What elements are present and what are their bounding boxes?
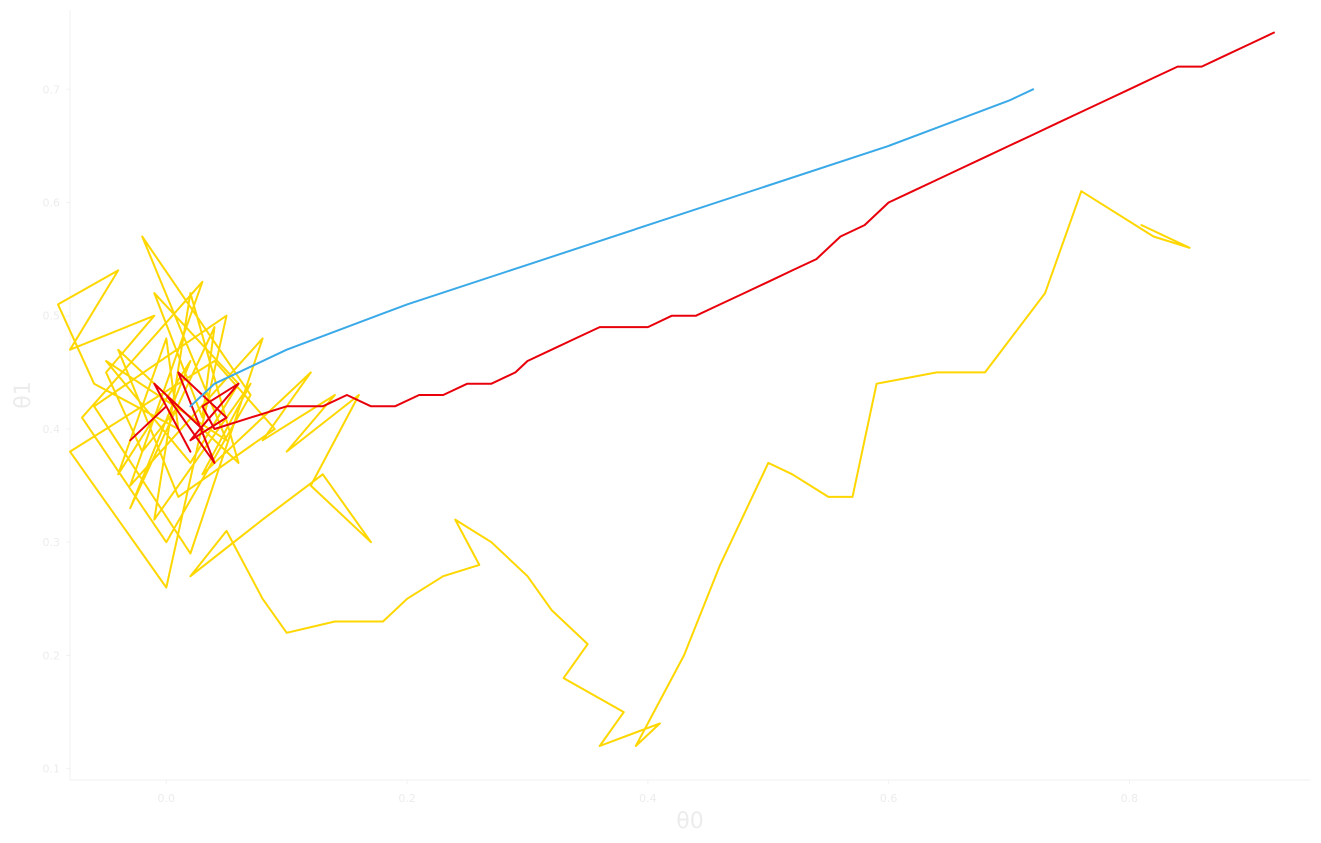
x-tick-label: 0.6 — [880, 792, 898, 805]
y-tick-label: 0.4 — [43, 423, 61, 436]
y-tick-label: 0.5 — [43, 310, 61, 323]
x-tick-label: 0.0 — [158, 792, 176, 805]
series-line-0 — [57, 190, 1191, 747]
x-axis-ticks: 0.0 0.2 0.4 0.6 0.8 — [158, 780, 1139, 805]
y-tick-label: 0.3 — [43, 536, 61, 549]
y-tick-label: 0.1 — [43, 763, 61, 776]
x-tick-label: 0.8 — [1121, 792, 1139, 805]
series-line-2 — [189, 88, 1035, 408]
y-tick-label: 0.7 — [43, 83, 61, 96]
y-tick-label: 0.6 — [43, 197, 61, 210]
y-axis-title: θ1 — [11, 381, 36, 408]
x-axis-title: θ0 — [676, 809, 703, 834]
x-tick-label: 0.4 — [639, 792, 657, 805]
series-line-1 — [129, 31, 1275, 464]
axes: 0.0 0.2 0.4 0.6 0.8 0.1 0.2 0.3 0.4 0.5 0.6 0.7 — [43, 10, 1310, 805]
y-axis-ticks: 0.1 0.2 0.3 0.4 0.5 0.6 0.7 — [43, 83, 70, 776]
y-tick-label: 0.2 — [43, 649, 61, 662]
x-tick-label: 0.2 — [398, 792, 416, 805]
series-layer — [57, 31, 1275, 747]
